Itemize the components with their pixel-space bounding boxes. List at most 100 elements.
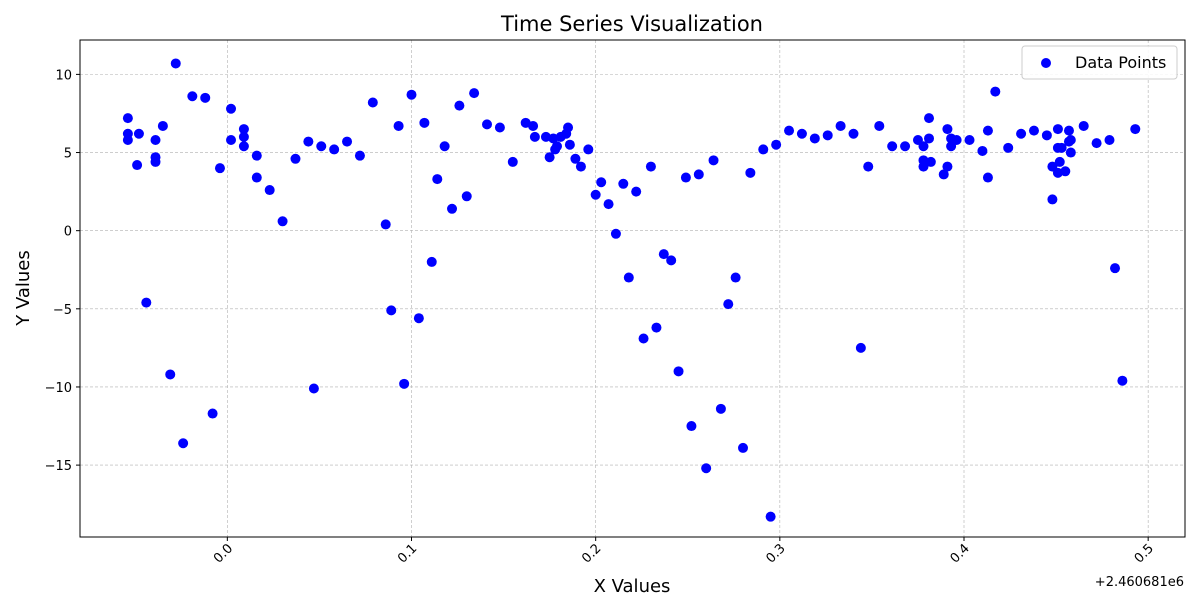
data-point [238,141,249,152]
data-point [1063,125,1074,136]
y-axis-ticks: −15 −10 −5 0 5 10 [45,68,80,474]
data-point [238,131,249,142]
x-tick-label: 0.3 [763,541,788,566]
legend-marker [1041,58,1051,68]
data-point [447,203,458,214]
data-point [544,152,555,163]
data-point [771,139,782,150]
data-point [1104,135,1115,146]
data-point [680,172,691,183]
data-point [141,297,152,308]
data-point [918,141,929,152]
data-point [701,463,712,474]
y-tick-label: −5 [53,303,72,318]
data-point [150,135,161,146]
data-point [563,122,574,133]
data-point [610,228,621,239]
data-point [469,88,480,99]
data-point [708,155,719,166]
data-point [342,136,353,147]
chart-title: Time Series Visualization [500,12,763,36]
data-point [1016,128,1027,139]
x-axis-title: X Values [594,576,671,597]
data-point [1065,135,1076,146]
data-point [765,511,776,522]
data-point [122,135,133,146]
data-point [386,305,397,316]
data-point [226,103,237,114]
data-point [745,167,756,178]
data-point [982,125,993,136]
data-point [1110,263,1121,274]
data-point [758,144,769,155]
data-point [439,141,450,152]
data-point [666,255,677,266]
data-point [461,191,472,202]
data-point [133,128,144,139]
data-point [590,189,601,200]
data-point [150,156,161,167]
data-point [809,133,820,144]
data-point [918,161,929,172]
data-point [564,139,575,150]
data-point [596,177,607,188]
data-point [238,124,249,135]
data-point [157,120,168,131]
data-point [1091,138,1102,149]
data-point [1117,375,1128,386]
data-point [316,141,327,152]
data-point [822,130,833,141]
x-offset-label: +2.460681e6 [1095,575,1184,590]
data-point [207,408,218,419]
data-point [406,89,417,100]
data-point [426,256,437,267]
x-tick-label: 0.5 [1132,541,1157,566]
data-point [277,216,288,227]
data-point [170,58,181,69]
data-point [200,92,211,103]
data-point [419,117,430,128]
data-points [122,58,1141,522]
data-point [432,174,443,185]
data-point [1060,166,1071,177]
data-point [796,128,807,139]
data-point [264,185,275,196]
x-tick-label: 0.2 [579,541,604,566]
data-point [393,120,404,131]
x-axis-ticks: 0.0 0.1 0.2 0.3 0.4 0.5 [211,537,1157,566]
data-point [187,91,198,102]
y-tick-label: −15 [45,459,72,474]
data-point [413,313,424,324]
data-point [1056,142,1067,153]
data-point [132,160,143,171]
data-point [308,383,319,394]
x-tick-label: 0.4 [948,541,973,566]
data-point [251,150,262,161]
data-point [507,156,518,167]
data-point [887,141,898,152]
data-point [938,169,949,180]
data-point [942,161,953,172]
data-point [482,119,493,130]
data-point [529,131,540,142]
data-point [686,421,697,432]
legend: Data Points [1021,45,1178,80]
data-point [977,145,988,156]
data-point [673,366,684,377]
legend-label: Data Points [1075,53,1166,72]
data-point [290,153,301,164]
data-point [399,378,410,389]
data-point [693,169,704,180]
data-point [1028,125,1039,136]
data-point [354,150,365,161]
data-point [982,172,993,183]
data-point [603,199,614,210]
data-point [583,144,594,155]
data-point [1065,147,1076,158]
data-point [380,219,391,230]
data-point [618,178,629,189]
data-point [638,333,649,344]
y-tick-label: 5 [64,147,72,162]
y-tick-label: 10 [55,68,72,83]
